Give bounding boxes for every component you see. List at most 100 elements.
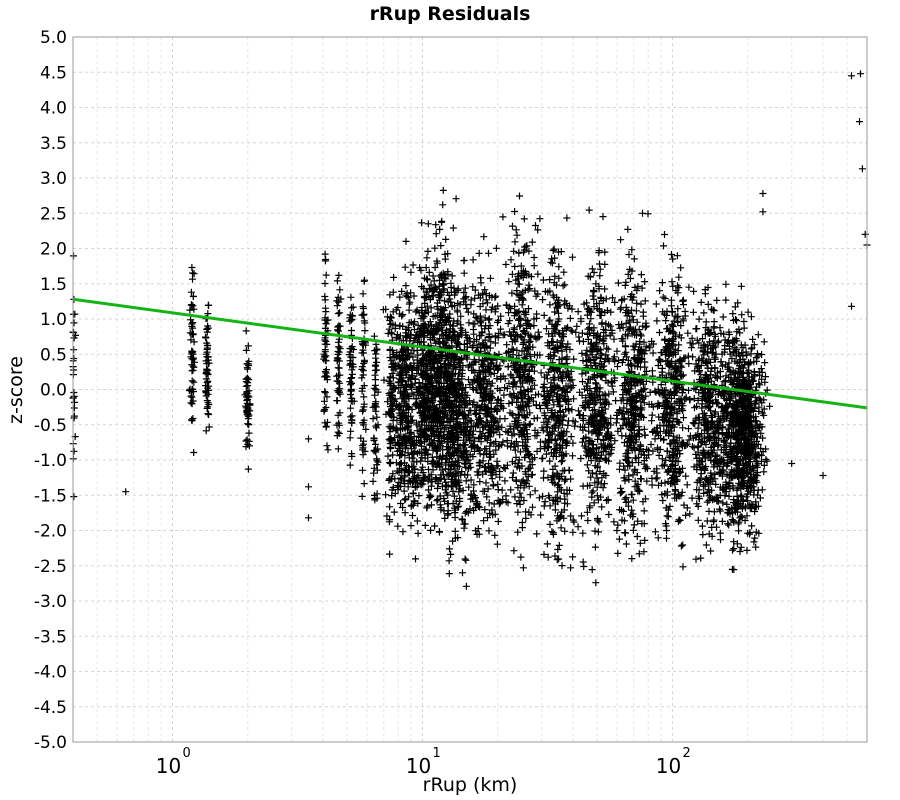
data-point <box>516 500 524 508</box>
data-point <box>569 253 576 261</box>
data-point <box>388 370 396 377</box>
data-point <box>610 335 618 343</box>
data-point <box>205 359 212 367</box>
data-point <box>242 404 250 412</box>
data-point <box>571 422 579 430</box>
data-point <box>682 472 690 480</box>
data-point <box>512 226 520 234</box>
data-point <box>616 305 624 313</box>
data-point <box>591 543 599 551</box>
data-point <box>667 296 675 304</box>
data-point <box>347 293 355 301</box>
data-point <box>485 249 492 257</box>
data-point <box>346 348 354 356</box>
data-point <box>579 482 587 490</box>
data-point <box>649 349 657 357</box>
data-point <box>322 423 330 431</box>
data-point <box>451 527 459 535</box>
data-point <box>358 365 366 373</box>
data-point <box>334 428 342 436</box>
data-point <box>188 417 196 425</box>
data-point <box>323 442 331 450</box>
data-point <box>188 377 196 385</box>
data-point <box>188 400 196 408</box>
data-point <box>336 309 344 317</box>
data-point <box>190 449 198 456</box>
data-point <box>578 329 586 337</box>
data-point <box>334 378 342 385</box>
data-point <box>598 503 606 511</box>
data-point <box>449 224 457 232</box>
data-point <box>502 492 510 500</box>
data-point <box>373 345 381 353</box>
data-point <box>569 553 577 561</box>
data-point <box>245 376 253 384</box>
data-point <box>384 452 392 460</box>
data-point <box>402 282 410 290</box>
data-point <box>400 487 408 495</box>
data-point <box>583 461 591 469</box>
data-point <box>242 346 250 354</box>
data-point <box>522 514 530 522</box>
data-point <box>505 380 513 387</box>
data-point <box>656 287 664 295</box>
data-point <box>333 277 341 285</box>
data-point <box>349 363 357 371</box>
data-point <box>447 550 455 558</box>
data-point <box>492 244 500 252</box>
data-point <box>387 444 394 452</box>
data-point <box>346 378 354 386</box>
data-point <box>347 413 355 421</box>
data-point <box>563 214 571 222</box>
data-point <box>477 279 485 287</box>
data-point <box>336 345 344 353</box>
data-point <box>334 338 342 346</box>
data-point <box>664 513 672 521</box>
data-point <box>371 391 379 399</box>
data-point <box>243 411 251 419</box>
data-point <box>244 465 252 473</box>
data-point <box>203 325 211 333</box>
data-point <box>413 517 421 525</box>
data-point <box>659 497 667 504</box>
data-point <box>374 421 382 429</box>
data-point <box>70 414 78 422</box>
data-point <box>373 466 381 474</box>
data-point <box>446 545 453 553</box>
data-point <box>507 486 515 494</box>
data-point <box>614 521 622 529</box>
data-point <box>242 382 250 390</box>
data-point <box>514 528 522 536</box>
data-point <box>374 458 382 466</box>
data-point <box>546 301 554 309</box>
data-point <box>205 423 213 431</box>
data-point <box>348 327 355 334</box>
data-point <box>359 444 367 452</box>
data-point <box>382 491 390 499</box>
data-point <box>350 397 358 405</box>
data-point <box>502 261 510 268</box>
data-point <box>525 464 533 472</box>
data-point <box>324 316 332 324</box>
data-point <box>525 281 533 289</box>
data-point <box>360 480 368 488</box>
data-point <box>358 387 366 395</box>
data-point <box>359 290 367 298</box>
data-point <box>322 357 329 364</box>
data-point <box>614 549 622 557</box>
data-point <box>203 353 211 361</box>
data-point <box>505 400 513 407</box>
data-point <box>614 279 622 287</box>
data-point <box>407 268 415 276</box>
data-point <box>203 339 211 347</box>
data-point <box>391 395 399 403</box>
data-point <box>439 281 447 289</box>
data-point <box>386 503 394 511</box>
data-point <box>246 407 254 415</box>
data-point <box>322 320 330 328</box>
data-point <box>71 398 78 406</box>
data-point <box>587 315 595 323</box>
data-point <box>656 329 663 336</box>
data-point <box>666 502 674 510</box>
data-point <box>679 297 687 305</box>
